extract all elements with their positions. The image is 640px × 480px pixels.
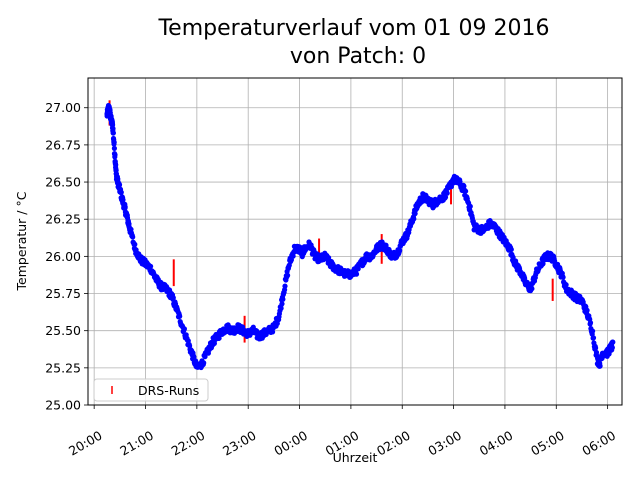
data-point xyxy=(563,282,569,288)
data-point xyxy=(113,162,119,168)
data-point xyxy=(111,139,117,145)
data-point xyxy=(280,296,286,302)
x-tick-label: 21:00 xyxy=(117,428,156,459)
x-tick-label: 23:00 xyxy=(220,428,259,459)
y-tick-label: 25.25 xyxy=(45,360,81,375)
data-point xyxy=(148,263,154,269)
y-tick-label: 25.00 xyxy=(45,398,81,413)
data-point xyxy=(116,182,123,188)
y-tick-label: 26.00 xyxy=(45,249,81,264)
y-tick-label: 25.75 xyxy=(45,286,81,301)
grid xyxy=(88,78,622,406)
data-point xyxy=(540,261,546,267)
data-point xyxy=(467,203,473,209)
legend-label-drs-runs: DRS-Runs xyxy=(138,383,199,398)
data-point xyxy=(110,130,116,136)
data-point xyxy=(411,216,417,222)
x-tick-label: 05:00 xyxy=(528,428,567,459)
data-point xyxy=(463,188,469,194)
y-tick-label: 26.50 xyxy=(45,175,81,190)
data-point xyxy=(552,258,558,264)
x-tick-label: 00:00 xyxy=(271,428,310,459)
legend: DRS-Runs xyxy=(93,378,209,402)
data-point xyxy=(353,271,360,277)
data-point xyxy=(216,335,222,341)
chart-title-line1: Temperaturverlauf vom 01 09 2016 xyxy=(157,16,549,41)
x-tick-label: 04:00 xyxy=(477,428,516,459)
data-point xyxy=(355,266,361,272)
data-point xyxy=(201,360,207,366)
x-tick-label: 03:00 xyxy=(425,428,464,459)
y-tick-label: 25.50 xyxy=(45,323,81,338)
data-point xyxy=(177,313,183,319)
data-point xyxy=(444,190,450,196)
temperature-series xyxy=(104,102,616,371)
x-tick-label: 22:00 xyxy=(169,428,208,459)
data-point xyxy=(181,326,187,332)
y-tick-label: 26.25 xyxy=(45,212,81,227)
data-point xyxy=(120,197,126,203)
data-point xyxy=(112,152,118,158)
data-point xyxy=(593,345,599,351)
y-tick-label: 27.00 xyxy=(45,100,81,115)
chart-title-line2: von Patch: 0 xyxy=(290,44,426,69)
data-point xyxy=(584,307,590,313)
data-point xyxy=(191,354,197,360)
data-point xyxy=(278,305,284,311)
y-axis: 25.00 25.25 25.50 25.75 26.00 26.25 26.50 26.75… xyxy=(45,100,88,413)
data-point xyxy=(285,272,291,278)
data-point xyxy=(282,283,288,289)
data-point xyxy=(397,247,403,254)
y-axis-label: Temperatur / °C xyxy=(14,191,29,291)
x-tick-label: 20:00 xyxy=(66,428,105,459)
data-point xyxy=(118,189,124,195)
data-point xyxy=(587,320,594,326)
data-point xyxy=(111,145,117,151)
data-point xyxy=(590,328,596,334)
data-point xyxy=(508,246,514,253)
plot-frame xyxy=(87,77,623,406)
x-tick-label: 06:00 xyxy=(579,428,618,459)
data-point xyxy=(170,295,176,301)
data-point xyxy=(110,126,116,132)
data-point xyxy=(130,234,136,240)
x-axis-label: Uhrzeit xyxy=(333,450,378,465)
data-point xyxy=(597,363,603,369)
data-point xyxy=(122,204,128,210)
data-point xyxy=(442,194,449,200)
x-tick-label: 02:00 xyxy=(374,428,413,459)
data-point xyxy=(279,301,285,307)
data-point xyxy=(560,274,566,280)
data-point xyxy=(132,241,138,247)
data-point xyxy=(590,335,597,341)
data-point xyxy=(270,329,276,335)
legend-box xyxy=(93,378,209,402)
data-point xyxy=(609,345,615,351)
y-tick-label: 26.75 xyxy=(45,137,81,152)
data-point xyxy=(529,286,535,292)
data-point xyxy=(610,339,616,345)
